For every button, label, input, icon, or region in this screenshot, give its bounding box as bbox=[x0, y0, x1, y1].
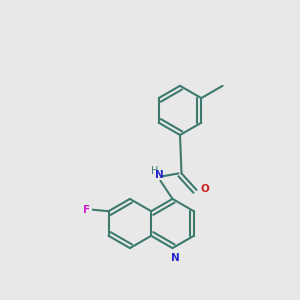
Text: H: H bbox=[151, 166, 158, 176]
Text: F: F bbox=[82, 205, 90, 215]
Text: N: N bbox=[171, 253, 180, 263]
Text: O: O bbox=[200, 184, 209, 194]
Text: N: N bbox=[155, 170, 164, 181]
